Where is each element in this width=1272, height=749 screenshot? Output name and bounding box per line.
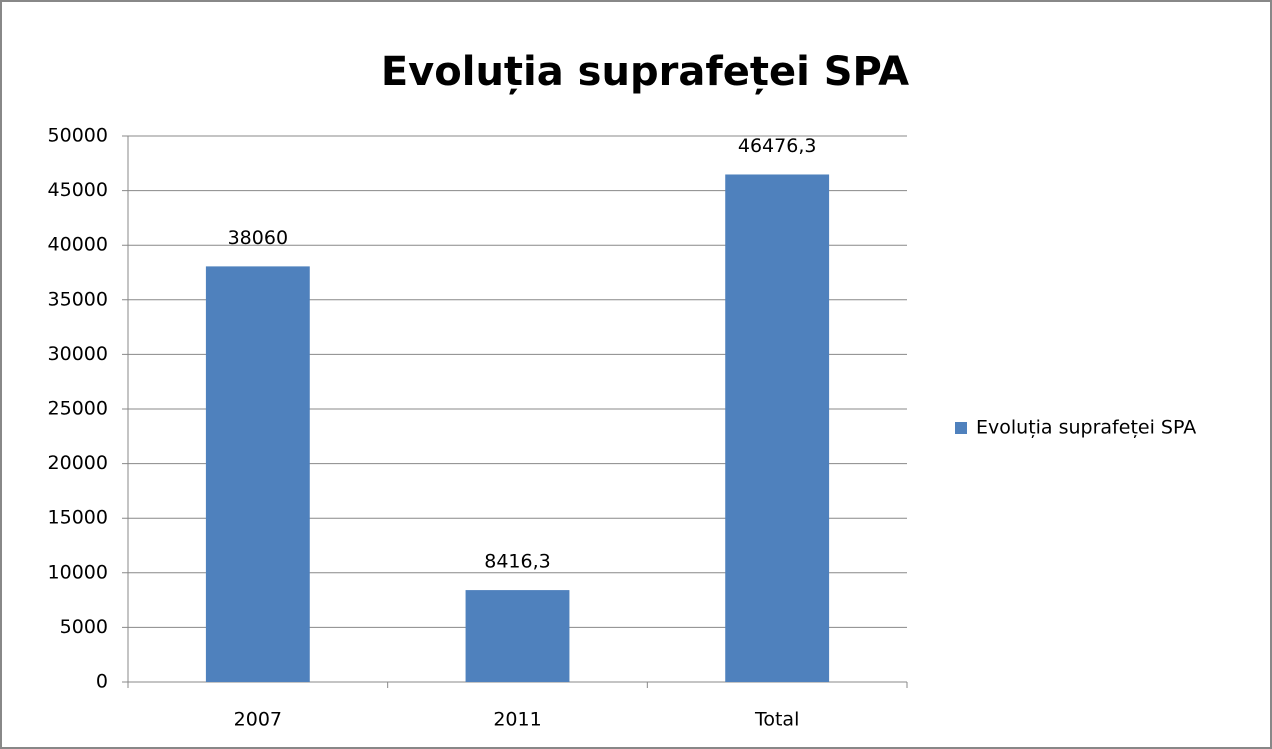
value-label: 38060 [228,227,288,249]
bar [465,590,570,682]
y-tick-label: 5000 [60,616,108,638]
bar [205,266,310,682]
y-tick-label: 10000 [48,561,108,583]
y-tick-label: 50000 [48,125,108,147]
y-tick-label: 40000 [48,234,108,256]
x-tick-label: 2011 [493,709,541,731]
chart-title: Evoluția suprafeței SPA [381,49,909,95]
y-tick-label: 15000 [48,507,108,529]
value-label: 8416,3 [484,551,550,573]
x-tick-label: Total [754,709,799,731]
x-tick-label: 2007 [234,709,282,731]
y-tick-label: 30000 [48,343,108,365]
legend-swatch [955,422,967,434]
value-label: 46476,3 [738,135,817,157]
legend-label: Evoluția suprafeței SPA [976,417,1196,439]
y-tick-label: 25000 [48,398,108,420]
y-tick-label: 45000 [48,179,108,201]
y-tick-label: 0 [96,671,108,693]
y-tick-label: 35000 [48,288,108,310]
y-tick-label: 20000 [48,452,108,474]
bar [725,174,830,682]
